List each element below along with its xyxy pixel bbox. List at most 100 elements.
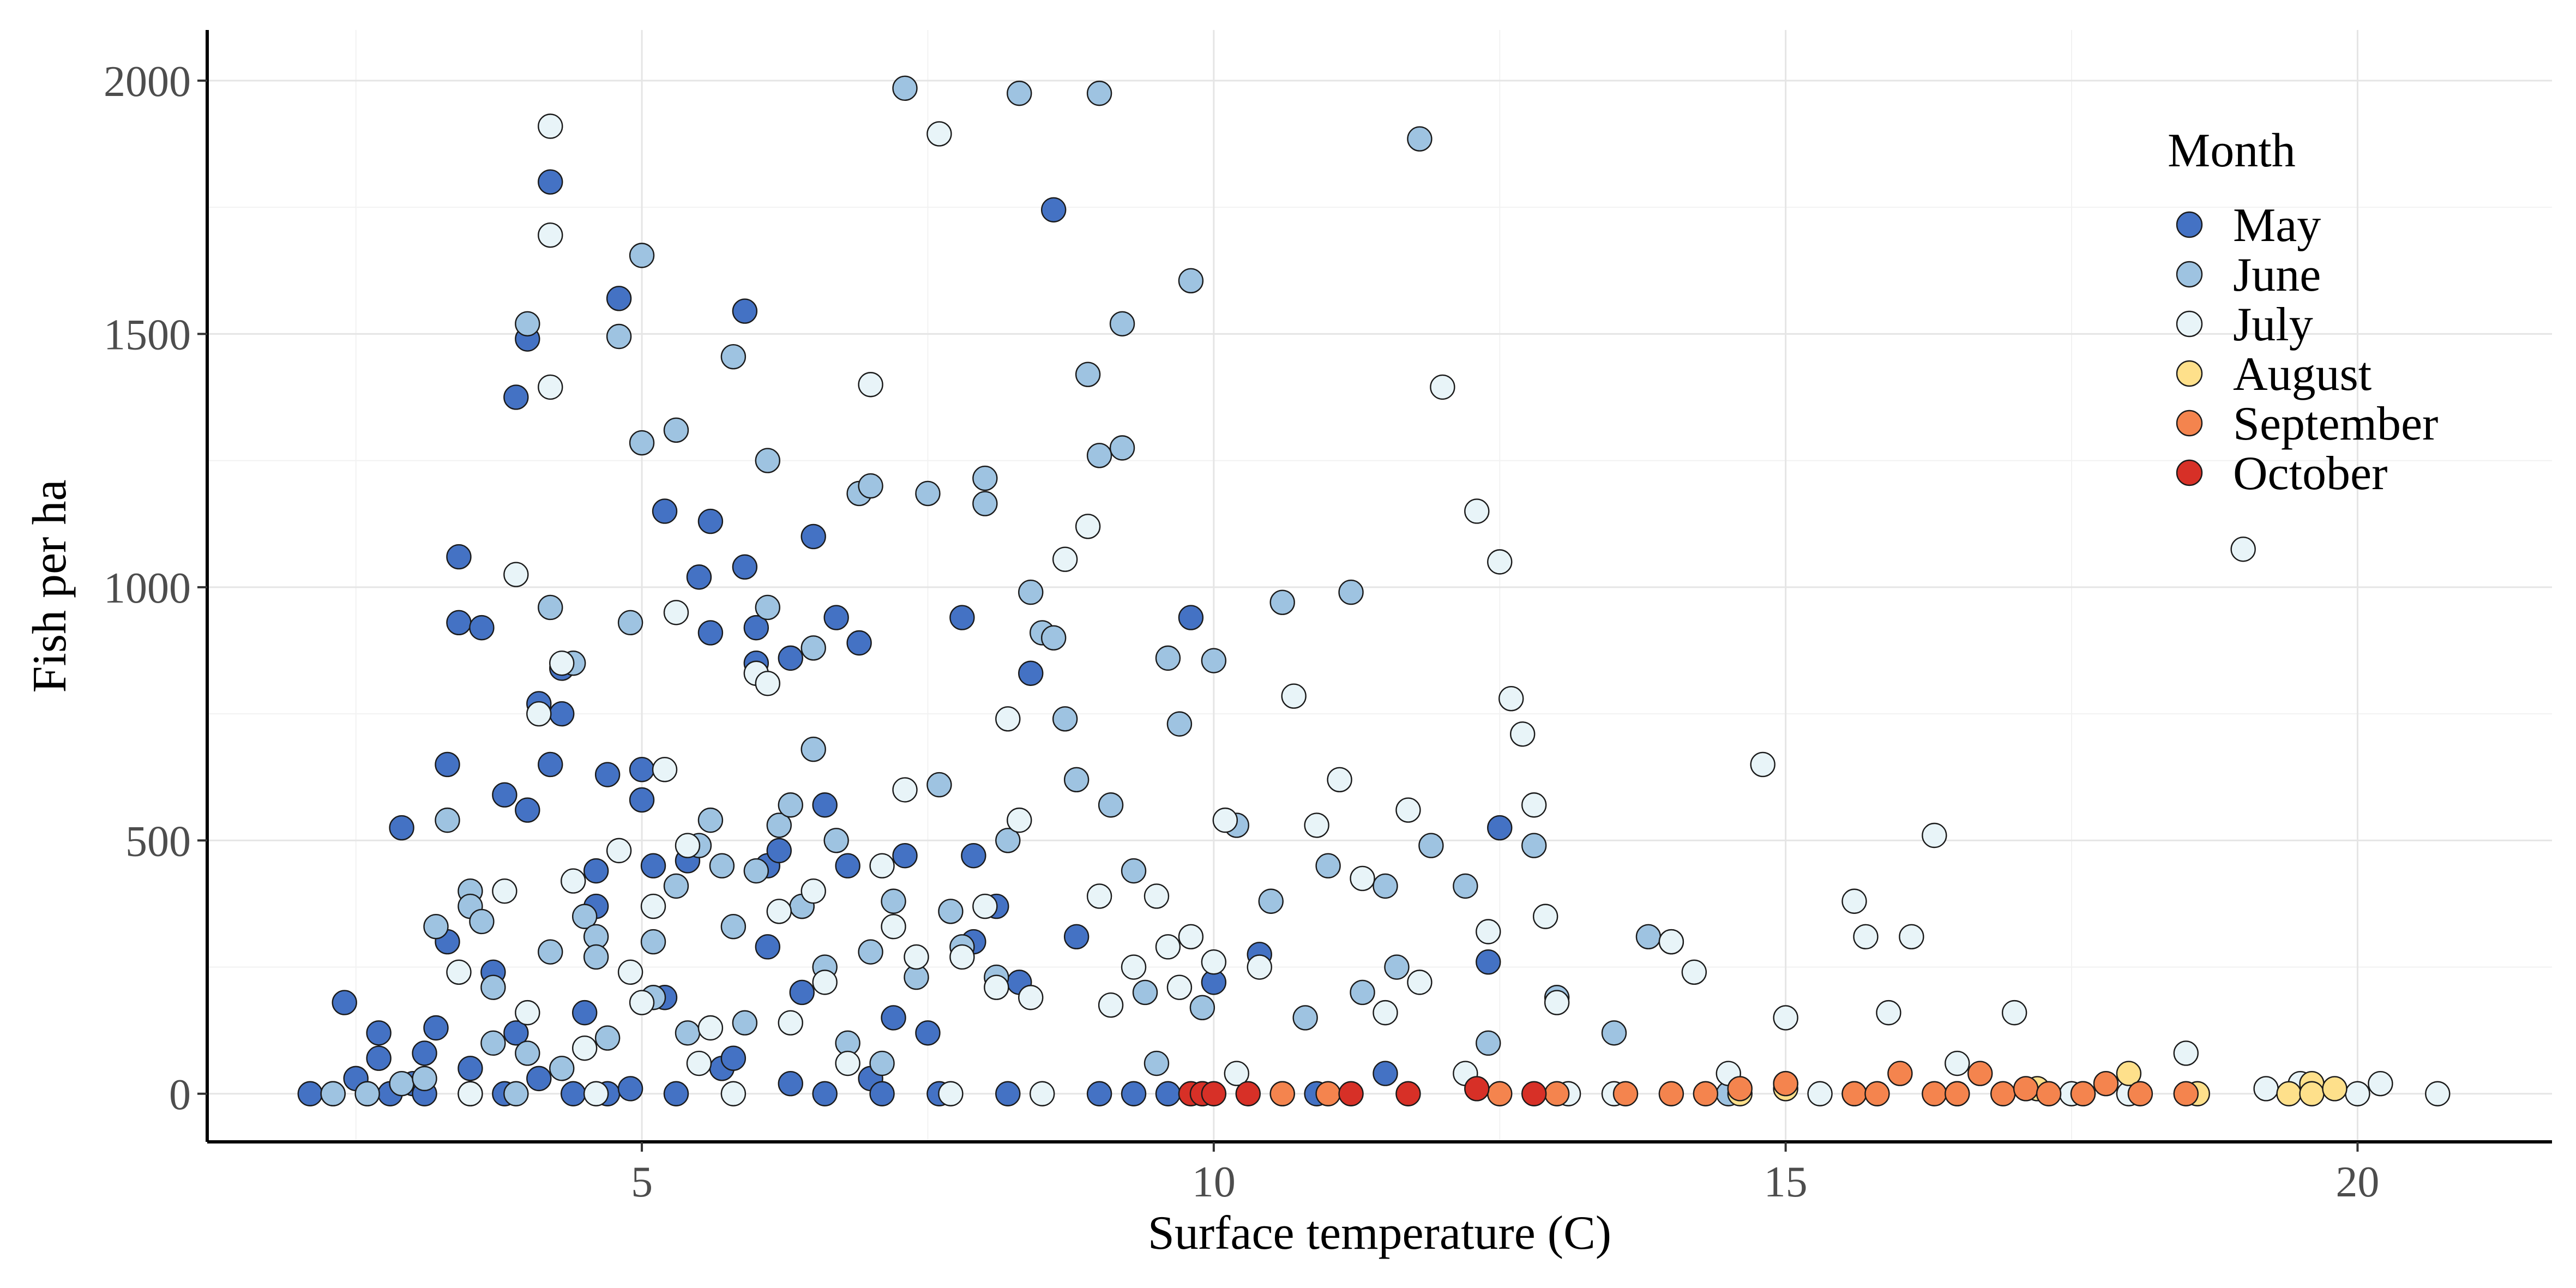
data-point xyxy=(926,121,952,147)
data-point xyxy=(812,970,838,995)
data-point xyxy=(1315,853,1341,878)
data-point xyxy=(1407,970,1433,995)
data-point xyxy=(1007,807,1032,833)
data-point xyxy=(594,1025,621,1051)
data-point xyxy=(1350,979,1375,1006)
data-point xyxy=(1121,954,1147,980)
data-point xyxy=(1509,721,1536,747)
data-point xyxy=(629,243,655,268)
data-point xyxy=(297,1081,323,1106)
data-point xyxy=(629,787,655,813)
data-point xyxy=(1373,1000,1398,1026)
data-point xyxy=(972,893,998,919)
data-point xyxy=(617,1076,643,1102)
series-october xyxy=(1178,1076,1547,1106)
legend-label: May xyxy=(2233,199,2321,252)
data-point xyxy=(720,1045,747,1071)
data-point xyxy=(1327,767,1352,793)
data-point xyxy=(2070,1081,2096,1106)
data-point xyxy=(778,792,803,818)
data-point xyxy=(458,1056,483,1081)
legend-key xyxy=(2176,310,2203,338)
data-point xyxy=(480,974,506,1000)
data-point xyxy=(995,1081,1021,1106)
data-point xyxy=(492,782,517,808)
data-point xyxy=(366,1020,392,1046)
data-point xyxy=(801,878,826,904)
data-point xyxy=(1155,1081,1181,1106)
data-point xyxy=(435,751,460,778)
data-point xyxy=(1373,873,1398,899)
data-point xyxy=(1693,1081,1719,1106)
data-point xyxy=(801,736,826,762)
data-point xyxy=(1487,549,1513,575)
data-point xyxy=(526,1066,552,1092)
data-point xyxy=(2013,1076,2039,1102)
data-point xyxy=(904,944,929,970)
data-point xyxy=(515,797,540,823)
data-point xyxy=(1030,1081,1055,1106)
data-point xyxy=(1658,1081,1684,1106)
data-point xyxy=(640,929,666,955)
data-point xyxy=(1727,1076,1753,1102)
x-tick-label: 20 xyxy=(2336,1158,2379,1206)
data-point xyxy=(435,807,460,833)
y-tick-label: 1500 xyxy=(104,311,191,359)
data-point xyxy=(697,508,724,534)
data-point xyxy=(2001,1000,2027,1026)
data-point xyxy=(1864,1081,1890,1106)
data-point xyxy=(1258,888,1284,914)
data-point xyxy=(869,1081,895,1106)
data-point xyxy=(732,554,758,580)
data-point xyxy=(423,914,449,940)
data-point xyxy=(629,990,655,1015)
legend-key xyxy=(2176,459,2203,486)
data-point xyxy=(1945,1050,1970,1076)
data-point xyxy=(915,1020,941,1046)
data-point xyxy=(1773,1005,1798,1031)
data-point xyxy=(743,615,769,641)
data-point xyxy=(778,1070,803,1097)
data-points xyxy=(297,75,2451,1106)
x-axis-title: Surface temperature (C) xyxy=(1148,1207,1611,1260)
data-point xyxy=(858,939,883,965)
data-point xyxy=(606,323,632,350)
data-point xyxy=(812,1081,838,1106)
data-point xyxy=(732,1010,758,1036)
data-point xyxy=(503,384,529,410)
data-point xyxy=(332,990,357,1015)
data-point xyxy=(1876,1000,1901,1026)
data-point xyxy=(881,888,906,914)
data-point xyxy=(1121,1081,1147,1106)
data-point xyxy=(1086,443,1112,468)
data-point xyxy=(389,1070,414,1097)
data-point xyxy=(1967,1061,1993,1086)
data-point xyxy=(858,372,883,398)
data-point xyxy=(1052,706,1078,732)
data-point xyxy=(526,701,552,727)
data-point xyxy=(354,1081,380,1106)
data-point xyxy=(892,777,918,803)
data-point xyxy=(1807,1081,1833,1106)
data-point xyxy=(755,671,781,696)
data-point xyxy=(949,944,975,970)
data-point xyxy=(1476,919,1501,944)
data-point xyxy=(629,757,655,783)
data-point xyxy=(926,772,952,798)
legend-key xyxy=(2176,360,2203,387)
data-point xyxy=(1224,1061,1250,1086)
data-point xyxy=(2230,536,2256,562)
data-point xyxy=(606,838,632,864)
data-point xyxy=(446,610,472,636)
legend-title: Month xyxy=(2168,124,2296,177)
data-point xyxy=(961,842,986,869)
data-point xyxy=(538,222,563,248)
data-point xyxy=(1109,311,1135,336)
data-point xyxy=(697,1015,724,1041)
data-point xyxy=(778,645,803,671)
data-point xyxy=(972,491,998,516)
data-point xyxy=(789,979,815,1006)
data-point xyxy=(1681,959,1707,985)
